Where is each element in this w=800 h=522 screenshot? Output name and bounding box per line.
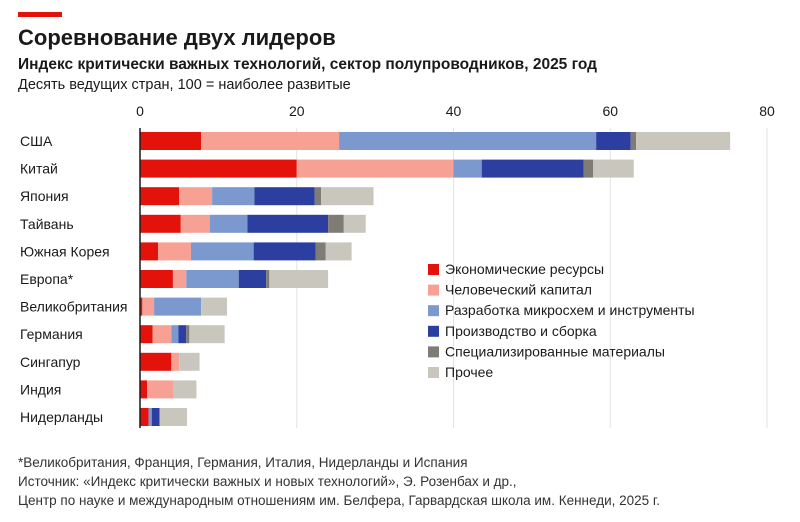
bar-segment — [481, 159, 584, 178]
bar-segment — [186, 270, 239, 288]
bar-segment — [201, 297, 227, 316]
bar-segment — [253, 242, 316, 261]
bar-segment — [314, 187, 322, 206]
chart-title: Соревнование двух лидеров — [18, 25, 336, 50]
bar-segment — [583, 159, 594, 178]
bar-segment — [339, 132, 597, 150]
bar-segment — [158, 242, 191, 261]
bar-segment — [148, 408, 152, 426]
bar-segment — [269, 270, 329, 288]
bar-segment — [266, 270, 270, 288]
bar-segment — [201, 132, 340, 150]
x-tick-label: 80 — [759, 103, 775, 119]
bar-segment — [247, 214, 329, 233]
bar-segment — [171, 325, 179, 344]
legend-label: Разработка микросхем и инструменты — [445, 302, 695, 318]
chart-subtitle: Индекс критически важных технологий, сек… — [18, 56, 597, 73]
bar-segment — [159, 408, 188, 426]
footnote-note: *Великобритания, Франция, Германия, Итал… — [18, 455, 468, 470]
category-label: США — [20, 133, 53, 149]
bar-segment — [140, 352, 172, 371]
bar-segment — [328, 214, 344, 233]
bar-segment — [179, 352, 200, 371]
bar-segment — [140, 214, 181, 233]
bar-segment — [152, 325, 172, 344]
x-tick-label: 60 — [602, 103, 618, 119]
bar-segment — [321, 187, 374, 206]
x-tick-label: 0 — [136, 103, 144, 119]
bar-segment — [140, 270, 173, 288]
stacked-bar-chart: 0 20 40 60 80 США Китай Япония Тайвань Южная Коре… — [20, 103, 775, 428]
legend-label: Прочее — [445, 364, 493, 380]
bar-segment — [189, 325, 225, 344]
bar-segment — [190, 242, 254, 261]
legend-swatch — [428, 367, 439, 378]
category-label: Европа* — [20, 271, 74, 287]
legend-swatch — [428, 305, 439, 317]
bar-segment — [147, 380, 174, 399]
bar-segment — [178, 325, 187, 344]
category-label: Германия — [20, 326, 83, 342]
legend-swatch — [428, 264, 439, 275]
legend-label: Человеческий капитал — [445, 282, 592, 298]
bar-segment — [140, 187, 180, 206]
category-label: Китай — [20, 161, 58, 177]
bar-segment — [140, 159, 297, 178]
bar-segment — [140, 325, 153, 344]
bar-segment — [180, 214, 210, 233]
bar-segment — [151, 408, 160, 426]
category-label: Нидерланды — [20, 409, 103, 425]
bar-segment — [630, 132, 637, 150]
bar-segment — [186, 325, 190, 344]
legend-label: Производство и сборка — [445, 323, 597, 339]
bar-segment — [453, 159, 482, 178]
bar-segment — [636, 132, 731, 150]
legend-swatch — [428, 284, 439, 296]
footnote-source-line-2: Центр по науке и международным отношения… — [18, 493, 660, 508]
bar-segment — [140, 242, 159, 261]
bar-segment — [596, 132, 631, 150]
category-label: Сингапур — [20, 354, 81, 370]
bar-segment — [254, 187, 315, 206]
bar-segment — [296, 159, 454, 178]
footnote-source-line-1: Источник: «Индекс критически важных и но… — [18, 474, 517, 489]
bar-segment — [238, 270, 267, 288]
bar-segment — [343, 214, 366, 233]
bar-segment — [209, 214, 248, 233]
x-tick-label: 20 — [289, 103, 305, 119]
bar-segment — [154, 297, 202, 316]
x-tick-label: 40 — [446, 103, 462, 119]
bar-segment — [140, 380, 148, 399]
bar-segment — [173, 380, 197, 399]
category-label: Великобритания — [20, 299, 128, 315]
chart-description: Десять ведущих стран, 100 = наиболее раз… — [18, 77, 351, 93]
bar-segment — [179, 187, 213, 206]
bar-segment — [315, 242, 326, 261]
category-label: Индия — [20, 381, 61, 397]
accent-bar — [18, 12, 62, 17]
bar-segment — [140, 297, 143, 316]
legend-label: Экономические ресурсы — [445, 261, 604, 277]
category-label: Тайвань — [20, 216, 74, 232]
bar-segment — [142, 297, 155, 316]
bar-segment — [140, 132, 202, 150]
bar-segment — [171, 352, 180, 371]
bar-segment — [593, 159, 634, 178]
legend-swatch — [428, 346, 439, 358]
category-label: Япония — [20, 188, 69, 204]
bar-segment — [325, 242, 352, 261]
bar-segment — [212, 187, 255, 206]
legend-swatch — [428, 325, 439, 337]
bar-segment — [172, 270, 187, 288]
legend-label: Специализированные материалы — [445, 343, 665, 359]
bar-segment — [140, 408, 149, 426]
category-label: Южная Корея — [20, 243, 110, 259]
